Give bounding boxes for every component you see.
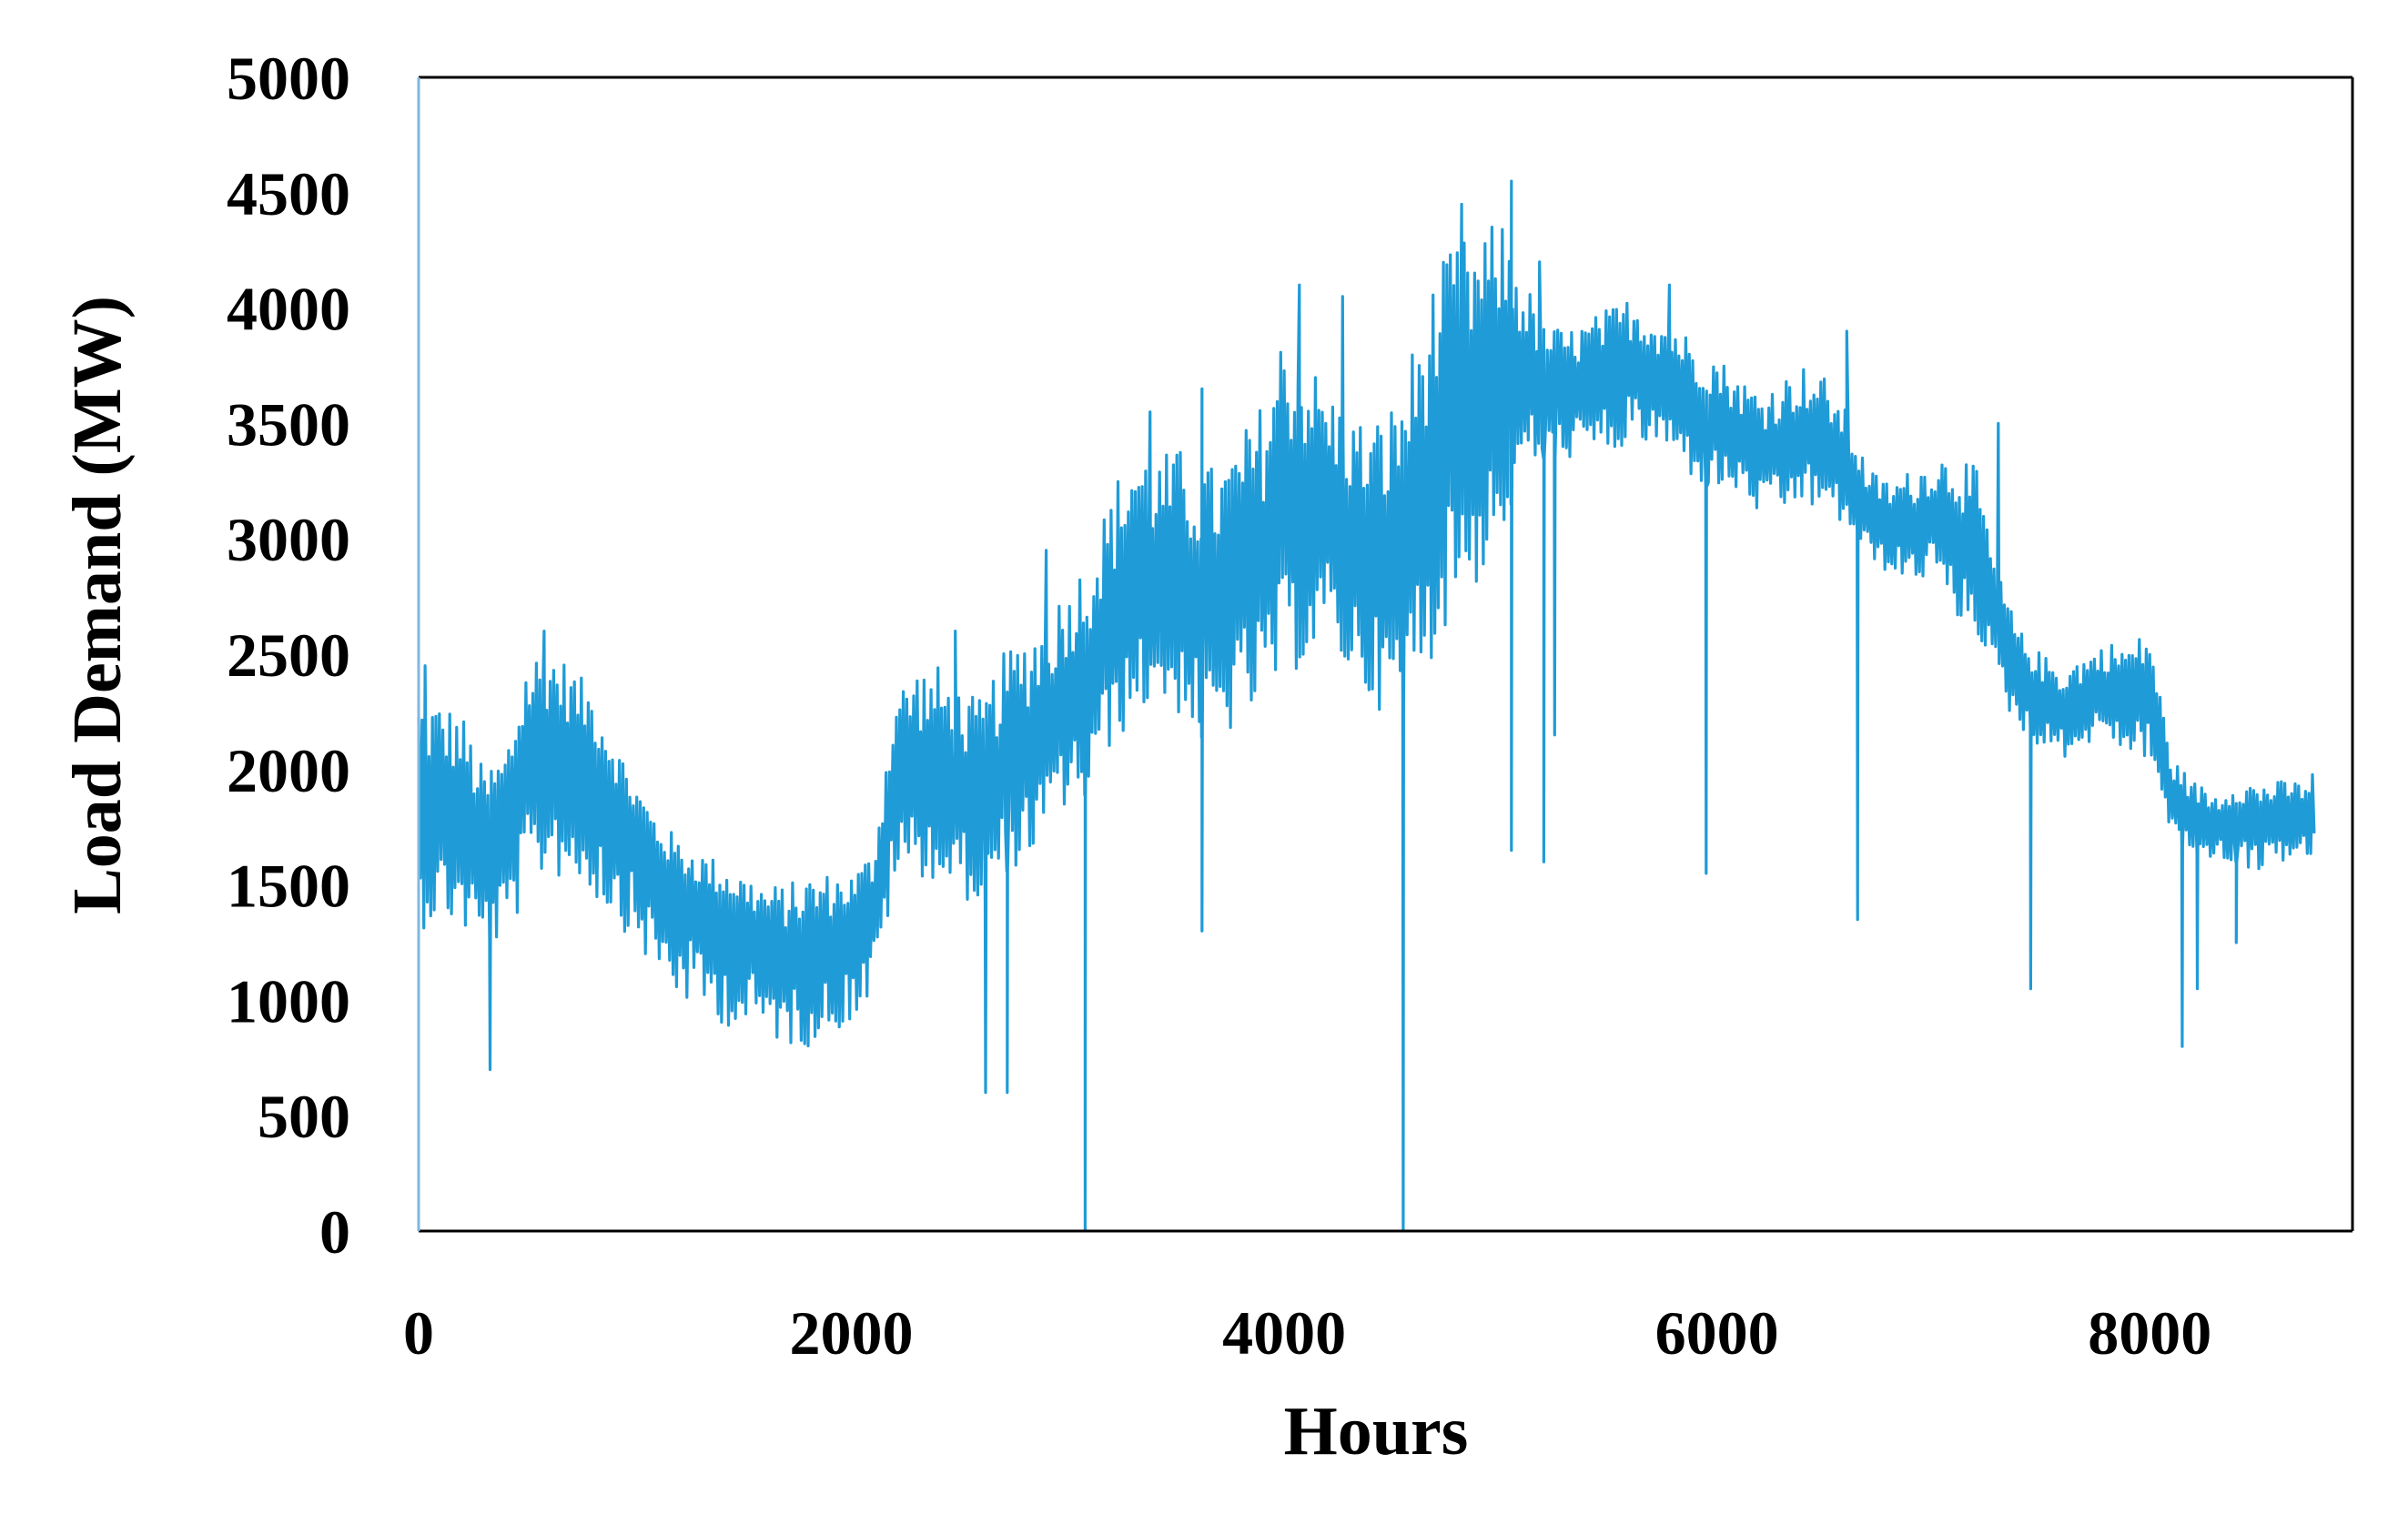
y-tick-label: 4500 (227, 159, 350, 228)
x-tick-label: 0 (403, 1298, 434, 1368)
series-line-load-demand (417, 179, 2316, 1233)
y-tick-label: 1500 (227, 852, 350, 921)
x-tick-label: 6000 (1655, 1298, 1779, 1368)
y-tick-label: 0 (319, 1197, 350, 1267)
axes: 0 500 1000 1500 2000 2500 3000 3500 4000 4500 5000… (227, 44, 2354, 1368)
y-axis-title: Load Demand (MW) (59, 296, 136, 914)
y-tick-label: 1000 (227, 966, 350, 1035)
y-tick-label: 4000 (227, 275, 350, 344)
y-tick-label: 3000 (227, 505, 350, 574)
plot-area (417, 179, 2316, 1233)
y-tick-label: 5000 (227, 44, 350, 113)
y-tick-label: 2500 (227, 621, 350, 690)
y-tick-label: 3500 (227, 389, 350, 459)
x-tick-label: 2000 (790, 1298, 914, 1368)
y-tick-label: 2000 (227, 736, 350, 805)
x-axis-title: Hours (1284, 1393, 1469, 1469)
x-tick-label: 4000 (1222, 1298, 1346, 1368)
x-tick-label: 8000 (2088, 1298, 2211, 1368)
y-tick-label: 500 (258, 1082, 350, 1151)
